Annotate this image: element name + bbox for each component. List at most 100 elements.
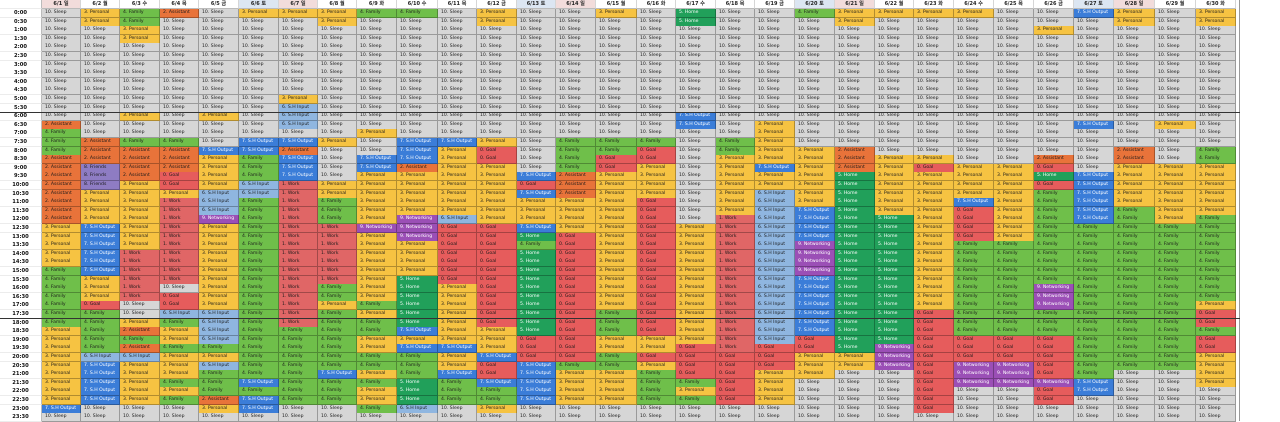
schedule-cell[interactable]: 2. Assistant: [160, 155, 199, 165]
schedule-cell[interactable]: 4. Family: [954, 275, 994, 285]
schedule-cell[interactable]: 10. Sleep: [994, 387, 1034, 397]
schedule-cell[interactable]: 3. Personal: [1196, 172, 1236, 182]
schedule-cell[interactable]: 0. Goal: [637, 258, 676, 268]
schedule-cell[interactable]: 3. Personal: [596, 275, 637, 285]
schedule-cell[interactable]: 10. Sleep: [1034, 77, 1074, 87]
schedule-cell[interactable]: 3. Personal: [199, 258, 239, 268]
schedule-cell[interactable]: 5. Home: [835, 344, 875, 354]
schedule-cell[interactable]: 5. Home: [875, 241, 914, 251]
schedule-cell[interactable]: 10. Sleep: [318, 155, 357, 165]
schedule-cell[interactable]: 3. Personal: [556, 224, 596, 233]
schedule-cell[interactable]: 4. Family: [994, 249, 1034, 259]
schedule-cell[interactable]: 10. Sleep: [994, 69, 1034, 79]
schedule-cell[interactable]: 0. Goal: [637, 215, 676, 225]
schedule-cell[interactable]: 1. Work: [160, 206, 199, 216]
schedule-cell[interactable]: 9. Networking: [397, 224, 438, 233]
schedule-cell[interactable]: 10. Sleep: [517, 9, 556, 18]
schedule-cell[interactable]: 10. Sleep: [318, 95, 357, 104]
schedule-cell[interactable]: 4. Family: [42, 318, 81, 328]
schedule-cell[interactable]: 4. Family: [1114, 206, 1155, 216]
schedule-cell[interactable]: 5. Home: [835, 327, 875, 337]
schedule-cell[interactable]: 1. Work: [318, 249, 357, 259]
schedule-cell[interactable]: 10. Sleep: [556, 77, 596, 87]
schedule-cell[interactable]: 10. Sleep: [1114, 129, 1155, 139]
schedule-cell[interactable]: 3. Personal: [120, 181, 160, 190]
schedule-cell[interactable]: 4. Family: [1155, 353, 1196, 362]
schedule-cell[interactable]: 5. Home: [517, 258, 556, 268]
schedule-cell[interactable]: 3. Personal: [1196, 163, 1236, 173]
schedule-cell[interactable]: 6. S.H Input: [755, 249, 795, 259]
schedule-cell[interactable]: 10. Sleep: [994, 26, 1034, 36]
schedule-cell[interactable]: 9. Networking: [795, 258, 835, 268]
schedule-cell[interactable]: 3. Personal: [596, 258, 637, 268]
schedule-cell[interactable]: 3. Personal: [676, 387, 716, 397]
schedule-cell[interactable]: 3. Personal: [596, 284, 637, 294]
schedule-cell[interactable]: 3. Personal: [637, 189, 676, 199]
schedule-cell[interactable]: 10. Sleep: [676, 155, 716, 165]
schedule-cell[interactable]: 10. Sleep: [994, 112, 1034, 122]
schedule-cell[interactable]: 4. Family: [239, 327, 279, 337]
schedule-cell[interactable]: 10. Sleep: [1114, 138, 1155, 147]
schedule-cell[interactable]: 10. Sleep: [875, 34, 914, 44]
schedule-cell[interactable]: 10. Sleep: [279, 26, 318, 36]
schedule-cell[interactable]: 10. Sleep: [835, 370, 875, 380]
schedule-cell[interactable]: 3. Personal: [1196, 181, 1236, 190]
schedule-cell[interactable]: 10. Sleep: [835, 60, 875, 70]
schedule-cell[interactable]: 3. Personal: [676, 224, 716, 233]
schedule-cell[interactable]: 6. S.H Input: [755, 241, 795, 251]
schedule-cell[interactable]: 1. Work: [716, 232, 755, 242]
schedule-cell[interactable]: 3. Personal: [438, 155, 477, 165]
schedule-cell[interactable]: 10. Sleep: [1196, 112, 1236, 122]
schedule-cell[interactable]: 5. Home: [676, 9, 716, 18]
schedule-cell[interactable]: 10. Sleep: [716, 9, 755, 18]
schedule-cell[interactable]: 10. Sleep: [875, 17, 914, 27]
schedule-cell[interactable]: 10. Sleep: [160, 129, 199, 139]
schedule-cell[interactable]: 0. Goal: [795, 335, 835, 345]
schedule-cell[interactable]: 3. Personal: [914, 301, 954, 311]
schedule-cell[interactable]: 2. Assistant: [1034, 155, 1074, 165]
schedule-cell[interactable]: 7. S.H Output: [1074, 181, 1114, 190]
schedule-cell[interactable]: 10. Sleep: [994, 34, 1034, 44]
schedule-cell[interactable]: 3. Personal: [477, 17, 517, 27]
schedule-cell[interactable]: 10. Sleep: [835, 34, 875, 44]
schedule-cell[interactable]: 7. S.H Output: [438, 344, 477, 354]
schedule-cell[interactable]: 10. Sleep: [517, 17, 556, 27]
schedule-cell[interactable]: 5. Home: [517, 249, 556, 259]
schedule-cell[interactable]: 10. Sleep: [239, 43, 279, 53]
schedule-cell[interactable]: 4. Family: [239, 370, 279, 380]
schedule-cell[interactable]: 4. Family: [1155, 249, 1196, 259]
schedule-cell[interactable]: 5. Home: [1034, 172, 1074, 182]
schedule-cell[interactable]: 10. Sleep: [477, 52, 517, 61]
schedule-cell[interactable]: 5. Home: [517, 232, 556, 242]
schedule-cell[interactable]: 4. Family: [1114, 232, 1155, 242]
schedule-cell[interactable]: 4. Family: [477, 396, 517, 405]
schedule-cell[interactable]: 10. Sleep: [556, 129, 596, 139]
schedule-cell[interactable]: 7. S.H Output: [397, 344, 438, 354]
schedule-cell[interactable]: 0. Goal: [477, 224, 517, 233]
schedule-cell[interactable]: 3. Personal: [42, 232, 81, 242]
schedule-cell[interactable]: 7. S.H Output: [517, 189, 556, 199]
schedule-cell[interactable]: 3. Personal: [120, 224, 160, 233]
schedule-cell[interactable]: 10. Sleep: [954, 396, 994, 405]
schedule-cell[interactable]: 7. S.H Output: [1074, 9, 1114, 18]
schedule-cell[interactable]: 10. Sleep: [1196, 43, 1236, 53]
schedule-cell[interactable]: 3. Personal: [914, 258, 954, 268]
schedule-cell[interactable]: 0. Goal: [1034, 163, 1074, 173]
schedule-cell[interactable]: 10. Sleep: [716, 86, 755, 96]
schedule-cell[interactable]: 1. Work: [716, 344, 755, 354]
schedule-cell[interactable]: 0. Goal: [954, 206, 994, 216]
schedule-cell[interactable]: 1. Work: [120, 275, 160, 285]
schedule-cell[interactable]: 3. Personal: [397, 258, 438, 268]
schedule-cell[interactable]: 4. Family: [239, 224, 279, 233]
schedule-cell[interactable]: 4. Family: [1074, 301, 1114, 311]
schedule-cell[interactable]: 10. Sleep: [318, 43, 357, 53]
schedule-cell[interactable]: 10. Sleep: [1155, 146, 1196, 156]
schedule-cell[interactable]: 10. Sleep: [875, 378, 914, 388]
schedule-cell[interactable]: 10. Sleep: [875, 52, 914, 61]
schedule-cell[interactable]: 4. Family: [1196, 146, 1236, 156]
schedule-cell[interactable]: 3. Personal: [120, 232, 160, 242]
schedule-cell[interactable]: 3. Personal: [199, 275, 239, 285]
schedule-cell[interactable]: 7. S.H Output: [199, 146, 239, 156]
schedule-cell[interactable]: 4. Family: [994, 327, 1034, 337]
schedule-cell[interactable]: 10. Sleep: [1155, 34, 1196, 44]
